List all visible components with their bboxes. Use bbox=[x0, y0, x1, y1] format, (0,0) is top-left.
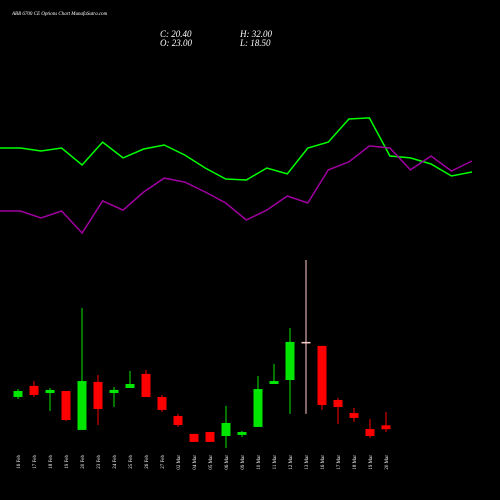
x-tick-label: 09 Mar bbox=[241, 455, 246, 470]
close-label: C: 20.40 bbox=[160, 29, 192, 39]
candle-body bbox=[301, 341, 311, 344]
low-label: L: 18.50 bbox=[239, 38, 271, 48]
candle-body bbox=[141, 373, 151, 398]
candle-body bbox=[349, 413, 359, 418]
candle-body bbox=[285, 341, 295, 380]
x-tick-label: 12 Mar bbox=[289, 455, 294, 470]
candle-body bbox=[61, 390, 71, 420]
x-tick-label: 16 Feb bbox=[17, 455, 22, 469]
candle-body bbox=[125, 384, 135, 388]
x-tick-label: 24 Feb bbox=[113, 455, 118, 469]
indicator-line bbox=[0, 145, 473, 235]
x-tick-label: 18 Mar bbox=[353, 455, 358, 470]
x-tick-label: 13 Mar bbox=[305, 455, 310, 470]
candle-body bbox=[77, 381, 87, 430]
candle-body bbox=[157, 397, 167, 410]
x-tick-label: 20 Mar bbox=[385, 455, 390, 470]
chart-title: ABB 6700 CE Options Chart MunafaSutra.co… bbox=[11, 12, 108, 17]
x-tick-label: 25 Feb bbox=[129, 455, 134, 469]
x-tick-label: 05 Mar bbox=[209, 455, 214, 470]
candle-body bbox=[29, 385, 39, 395]
x-tick-label: 19 Feb bbox=[65, 455, 70, 469]
x-tick-label: 17 Feb bbox=[33, 455, 38, 469]
x-tick-label: 18 Feb bbox=[49, 455, 54, 469]
high-label: H: 32.00 bbox=[239, 29, 272, 39]
x-tick-label: 04 Mar bbox=[193, 455, 198, 470]
x-tick-label: 06 Mar bbox=[225, 455, 230, 470]
candle-body bbox=[205, 432, 215, 442]
candle-body bbox=[13, 390, 23, 398]
candle-body bbox=[253, 389, 263, 427]
candle-body bbox=[365, 429, 375, 436]
x-tick-label: 17 Mar bbox=[337, 455, 342, 470]
candle-body bbox=[269, 381, 279, 384]
candle-body bbox=[317, 345, 327, 406]
x-tick-label: 27 Feb bbox=[161, 455, 166, 469]
candle-body bbox=[109, 389, 119, 394]
candle-body bbox=[93, 381, 103, 410]
indicator-line bbox=[0, 117, 473, 181]
candle-body bbox=[333, 400, 343, 407]
x-tick-label: 23 Feb bbox=[97, 455, 102, 469]
candle-body bbox=[237, 432, 247, 435]
x-tick-label: 26 Feb bbox=[145, 455, 150, 469]
x-tick-label: 20 Feb bbox=[81, 455, 86, 469]
candle-body bbox=[381, 425, 391, 430]
candle-body bbox=[173, 416, 183, 426]
candle-body bbox=[221, 422, 231, 436]
x-tick-label: 10 Mar bbox=[257, 455, 262, 470]
candle-body bbox=[189, 433, 199, 442]
x-tick-label: 02 Mar bbox=[177, 455, 182, 470]
candle-body bbox=[45, 389, 55, 394]
x-tick-label: 16 Mar bbox=[321, 455, 326, 470]
x-tick-label: 11 Mar bbox=[273, 455, 278, 470]
open-label: O: 23.00 bbox=[160, 38, 192, 48]
x-tick-label: 19 Mar bbox=[369, 455, 374, 470]
